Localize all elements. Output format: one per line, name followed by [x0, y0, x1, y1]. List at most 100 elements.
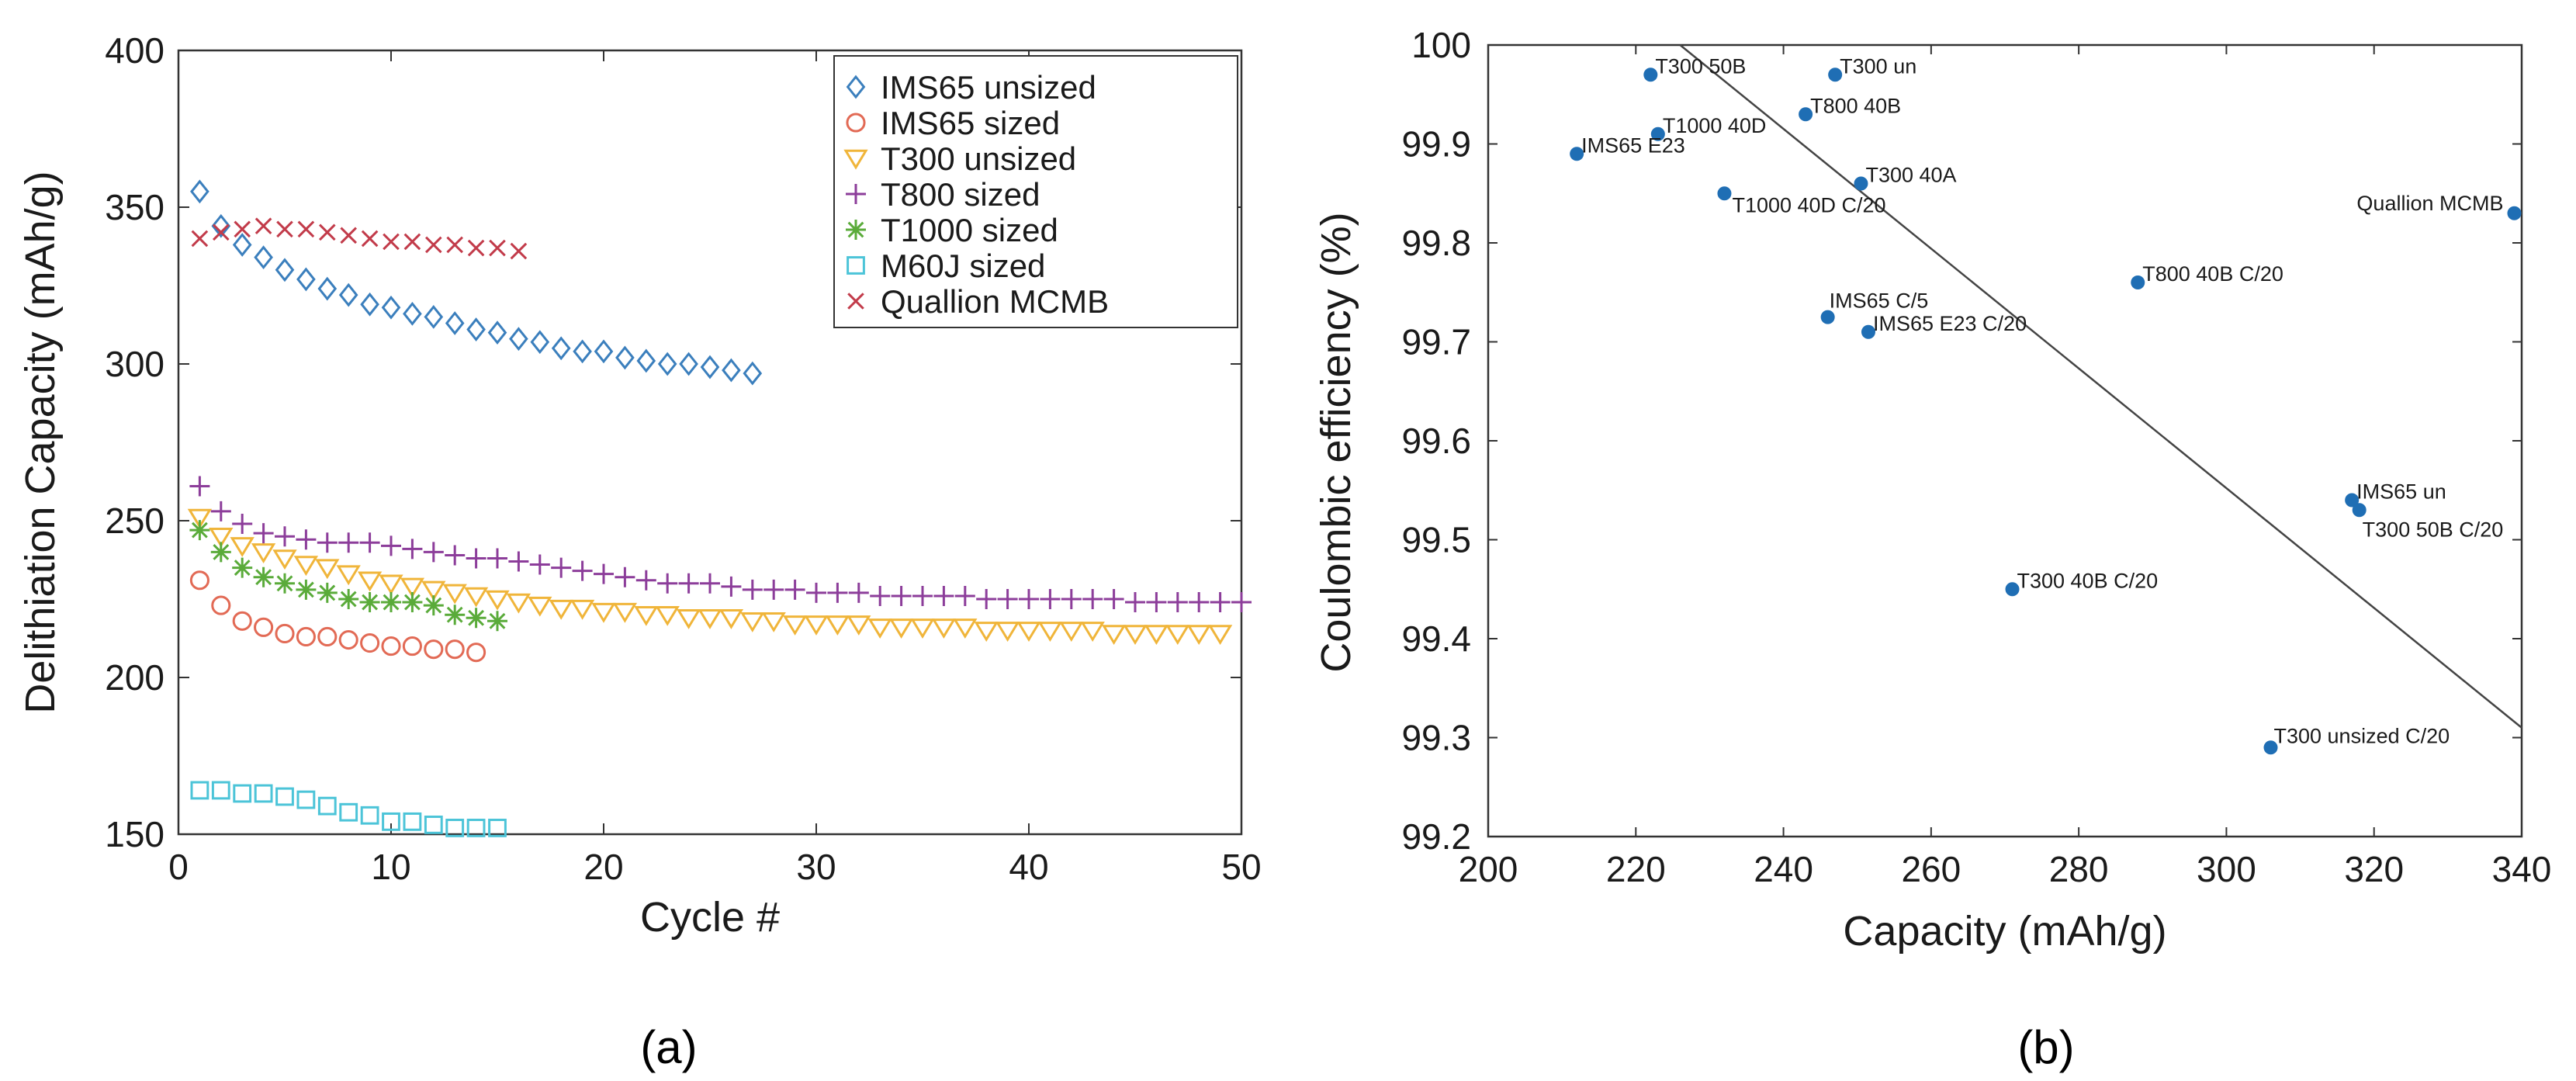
data-point: [1037, 622, 1063, 642]
panel-a-y-axis-label: Delithiation Capacity (mAh/g): [17, 171, 64, 713]
data-point: [487, 320, 507, 345]
data-point: [679, 352, 698, 376]
point-label: T1000 40D C/20: [1732, 193, 1885, 217]
data-point: [317, 582, 338, 603]
data-point: [615, 345, 635, 370]
data-point: [910, 618, 935, 639]
data-point: [275, 573, 295, 594]
data-point: [1854, 176, 1868, 191]
data-point: [570, 599, 595, 620]
data-point: [403, 301, 422, 326]
legend-marker: [847, 293, 864, 310]
data-point: [463, 587, 489, 608]
point-label: IMS65 C/5: [1830, 289, 1929, 313]
data-point: [210, 542, 231, 563]
data-point: [1799, 107, 1813, 122]
series-t300-unsized: [187, 508, 1233, 646]
data-point: [297, 220, 315, 238]
legend-marker: [846, 74, 866, 99]
data-point: [2352, 503, 2367, 518]
data-point: [722, 358, 741, 383]
data-point: [466, 643, 486, 663]
panel-b-chart: 200 220 240 260 280 300 320 340 99.2 99.3 99.4 99.5…: [1313, 25, 2551, 955]
point-label: IMS65 un: [2356, 480, 2446, 504]
data-point: [487, 548, 507, 569]
data-point: [296, 626, 316, 647]
data-point: [381, 592, 401, 613]
data-point: [296, 790, 316, 809]
data-point: [912, 585, 933, 606]
series-ims65-sized: [189, 570, 486, 663]
data-point: [700, 573, 720, 594]
data-point: [232, 557, 253, 578]
data-point: [891, 585, 912, 606]
legend-marker: [843, 149, 868, 170]
y-tick-label: 99.4: [1401, 618, 1471, 659]
data-point: [357, 571, 383, 592]
data-point: [187, 508, 213, 529]
data-point: [253, 523, 274, 544]
data-point: [825, 615, 850, 636]
data-point: [382, 812, 400, 831]
data-point: [381, 535, 401, 556]
legend-entry: T1000 sized: [881, 212, 1058, 248]
data-point: [549, 599, 573, 620]
legend-marker: [846, 113, 866, 133]
data-point: [657, 573, 678, 594]
x-tick-label: 200: [1459, 849, 1518, 889]
data-point: [594, 339, 614, 364]
data-point: [211, 213, 231, 238]
legend-entry: M60J sized: [881, 248, 1045, 284]
data-point: [296, 579, 317, 600]
series-quallion-mcmb: [191, 217, 528, 260]
data-point: [423, 542, 444, 563]
data-point: [594, 563, 614, 584]
data-point: [360, 292, 379, 317]
data-point: [487, 611, 507, 632]
y-tick-label: 150: [105, 814, 164, 854]
data-point: [339, 802, 358, 822]
data-point: [296, 529, 317, 550]
data-point: [466, 819, 486, 837]
panel-b-plot-frame: [1487, 43, 2523, 838]
data-point: [318, 223, 336, 241]
data-point: [489, 239, 506, 257]
data-point: [2345, 493, 2360, 508]
data-point: [678, 573, 699, 594]
y-tick-label: 300: [105, 344, 164, 384]
panel-b-caption: (b): [2017, 1021, 2074, 1073]
data-point: [402, 592, 423, 613]
data-point: [806, 582, 826, 603]
data-point: [634, 605, 659, 626]
data-point: [508, 551, 529, 572]
panel-a-caption: (a): [640, 1021, 697, 1073]
data-point: [509, 327, 528, 352]
panel-b-fit-line: [1679, 44, 2522, 729]
point-label: T300 50B C/20: [2363, 518, 2504, 541]
data-point: [2131, 275, 2145, 289]
data-point: [1101, 625, 1127, 646]
y-tick-label: 250: [105, 501, 164, 541]
data-point: [698, 608, 722, 629]
data-point: [700, 355, 720, 379]
data-point: [317, 626, 338, 647]
series-t800-sized: [189, 476, 1252, 613]
point-label: T300 un: [1840, 54, 1916, 78]
data-point: [232, 514, 253, 535]
data-point: [1059, 622, 1084, 642]
data-point: [1082, 589, 1103, 609]
data-point: [402, 636, 422, 657]
data-point: [338, 282, 358, 307]
legend-entry: IMS65 sized: [881, 105, 1060, 141]
data-point: [360, 806, 379, 825]
data-point: [827, 582, 848, 603]
data-point: [530, 330, 550, 355]
data-point: [296, 267, 316, 292]
panel-a-plot-frame: [177, 49, 1243, 836]
data-point: [1123, 625, 1148, 646]
x-tick-label: 30: [796, 847, 836, 887]
data-point: [423, 595, 444, 616]
data-point: [445, 819, 465, 837]
data-point: [1040, 589, 1061, 609]
x-tick-label: 300: [2197, 849, 2256, 889]
